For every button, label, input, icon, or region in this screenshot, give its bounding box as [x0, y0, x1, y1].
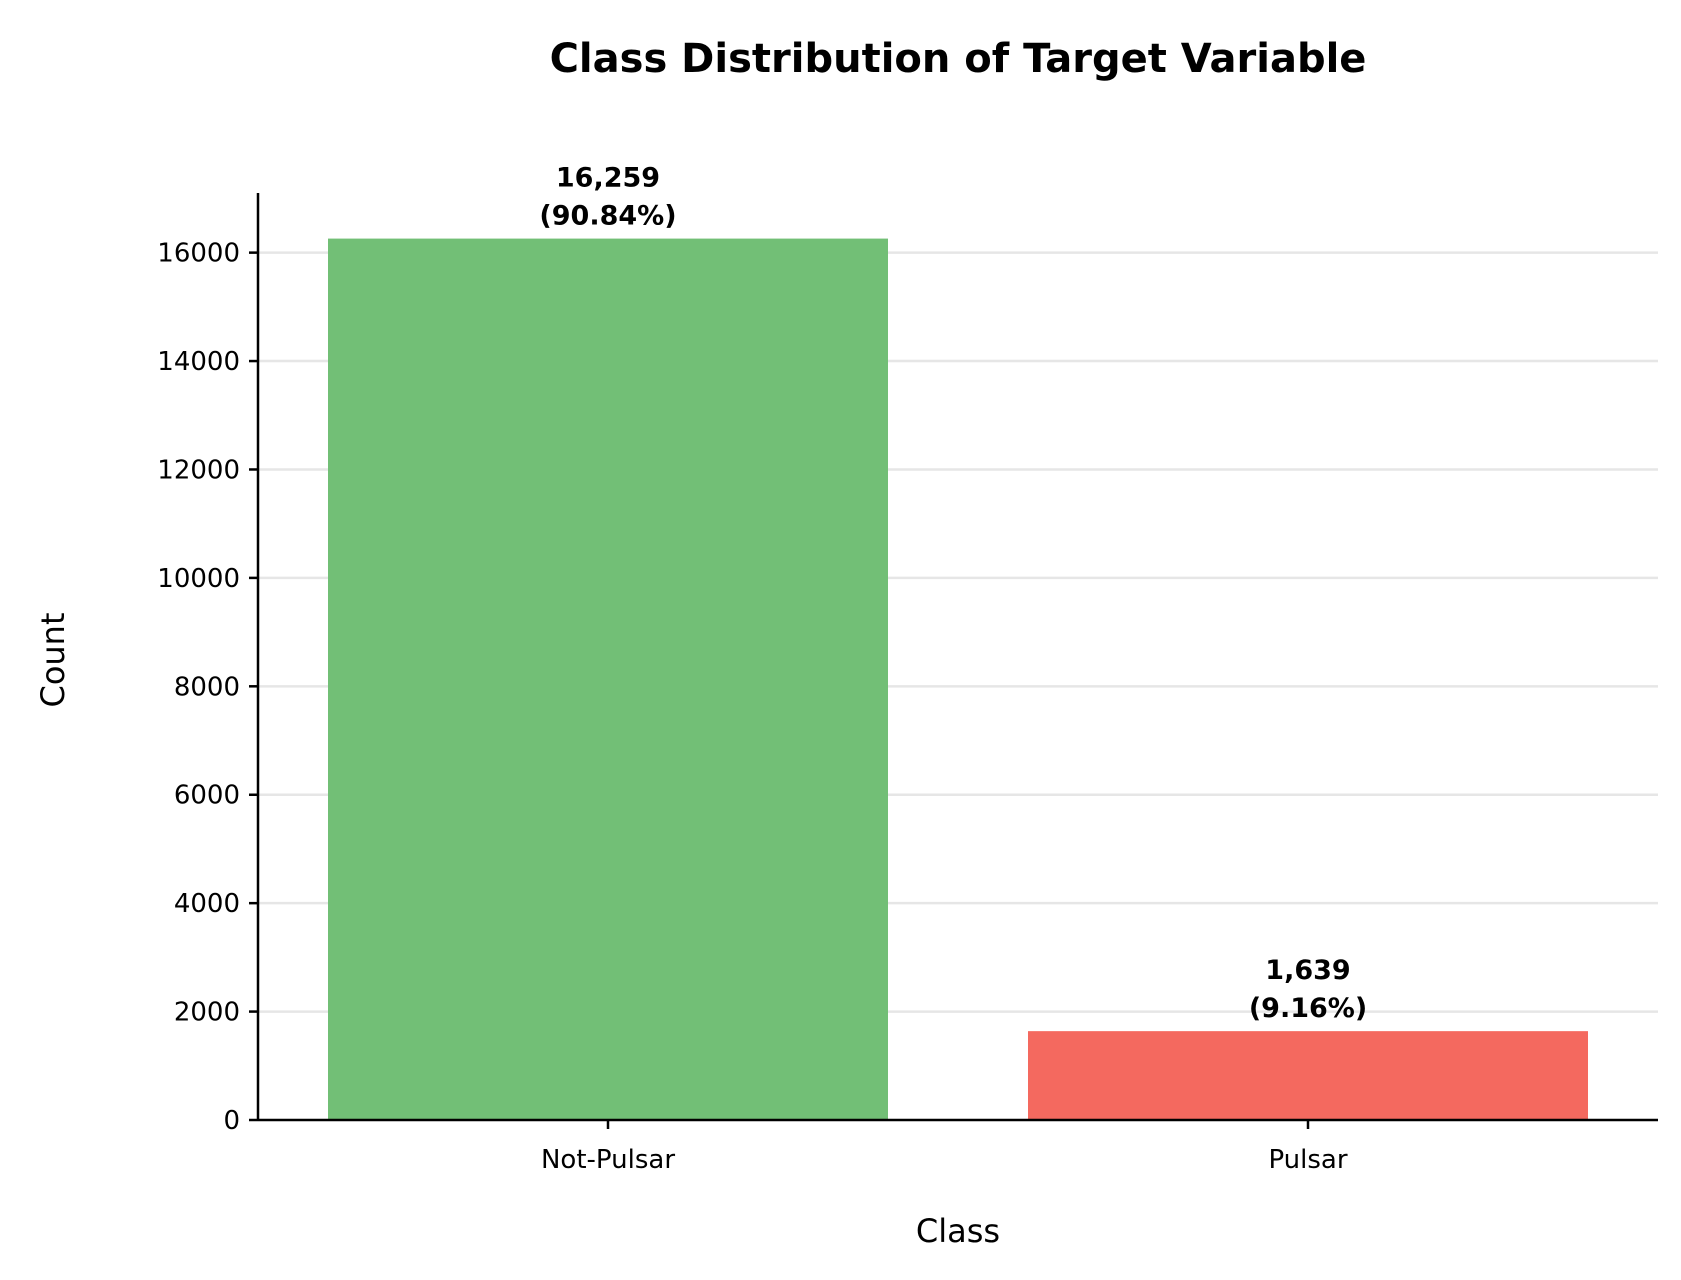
bar-percent-label: (9.16%): [1249, 993, 1367, 1024]
y-tick-label: 4000: [174, 889, 240, 919]
y-tick-label: 12000: [157, 455, 240, 485]
bar-percent-label: (90.84%): [539, 201, 676, 232]
bar-count-label: 16,259: [556, 163, 660, 194]
y-tick-label: 10000: [157, 564, 240, 594]
bar-count-label: 1,639: [1265, 955, 1350, 986]
bar-pulsar: [1028, 1031, 1588, 1120]
y-axis-label: Count: [34, 612, 72, 707]
y-tick-label: 14000: [157, 347, 240, 377]
y-tick-label: 6000: [174, 781, 240, 811]
x-axis-label: Class: [916, 1212, 1000, 1250]
bars: [328, 238, 1588, 1120]
x-tick-label: Pulsar: [1268, 1145, 1347, 1175]
data-labels: 16,259 (90.84%) 1,639 (9.16%): [539, 163, 1367, 1025]
y-tick-label: 2000: [174, 998, 240, 1028]
y-tick-label: 16000: [157, 239, 240, 269]
axes: 0 2000 4000 6000 8000 10000 12000 14000 16000 Not…: [157, 193, 1658, 1175]
y-tick-label: 8000: [174, 672, 240, 702]
chart-title: Class Distribution of Target Variable: [550, 36, 1367, 82]
x-tick-label: Not-Pulsar: [541, 1145, 675, 1175]
bar-not-pulsar: [328, 238, 888, 1120]
y-tick-label: 0: [223, 1106, 240, 1136]
